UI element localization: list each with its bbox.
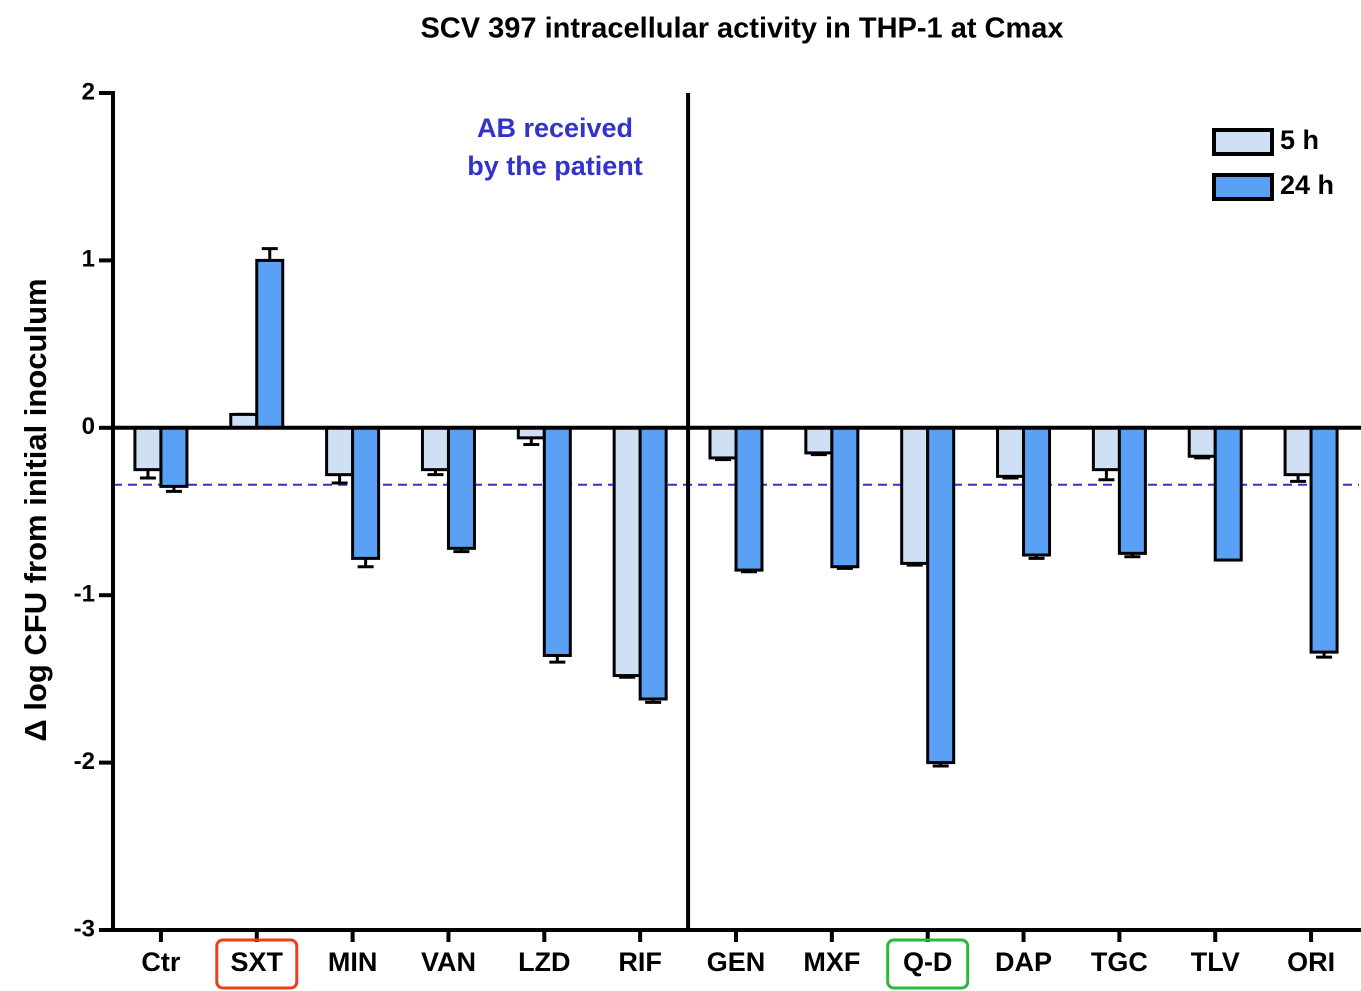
y-tick-label: 1 <box>82 246 95 273</box>
legend-label: 5 h <box>1280 125 1319 155</box>
bar <box>900 426 930 565</box>
bar <box>325 426 355 477</box>
bar <box>133 426 163 472</box>
bar <box>612 426 642 678</box>
legend-swatch <box>1212 128 1274 156</box>
x-tick-label: Ctr <box>141 947 180 977</box>
y-tick-label: 2 <box>82 78 95 105</box>
bar <box>996 426 1026 478</box>
bar <box>1091 426 1121 472</box>
annotation: AB received <box>477 113 633 143</box>
y-tick-label: -1 <box>74 581 95 608</box>
bar <box>926 426 956 765</box>
bar <box>638 426 668 701</box>
bar <box>1022 426 1052 557</box>
legend-label: 24 h <box>1280 170 1334 200</box>
bar <box>708 426 738 460</box>
bar <box>420 426 450 472</box>
bar <box>1117 426 1147 555</box>
x-tick-label: TLV <box>1191 947 1240 977</box>
legend-swatch <box>1212 173 1274 201</box>
y-tick-label: -2 <box>74 748 95 775</box>
x-tick-label: SXT <box>231 947 284 977</box>
x-tick-label: Q-D <box>903 947 953 977</box>
bar <box>1309 426 1339 654</box>
x-tick-label: DAP <box>995 947 1052 977</box>
bar <box>804 426 834 455</box>
category-highlight <box>215 938 299 990</box>
y-tick-label: -3 <box>74 915 95 942</box>
bar <box>255 258 285 430</box>
x-tick-label: TGC <box>1091 947 1148 977</box>
bar <box>159 426 189 488</box>
y-tick-label: 0 <box>82 413 95 440</box>
x-tick-label: MIN <box>328 947 378 977</box>
bar <box>1283 426 1313 477</box>
bar <box>229 412 259 430</box>
x-tick-label: VAN <box>421 947 476 977</box>
y-axis-label: Δ log CFU from initial inoculum <box>18 278 53 741</box>
bar <box>542 426 572 657</box>
bar <box>351 426 381 560</box>
x-tick-label: RIF <box>618 947 662 977</box>
bar <box>446 426 476 550</box>
chart-title: SCV 397 intracellular activity in THP-1 … <box>420 13 1063 45</box>
x-tick-label: LZD <box>518 947 570 977</box>
bar <box>1187 426 1217 458</box>
x-tick-label: GEN <box>707 947 766 977</box>
x-tick-label: MXF <box>803 947 860 977</box>
bar <box>734 426 764 572</box>
bar <box>830 426 860 569</box>
category-highlight <box>886 938 970 990</box>
bar <box>1213 426 1243 562</box>
annotation: by the patient <box>467 151 643 181</box>
x-tick-label: ORI <box>1287 947 1335 977</box>
